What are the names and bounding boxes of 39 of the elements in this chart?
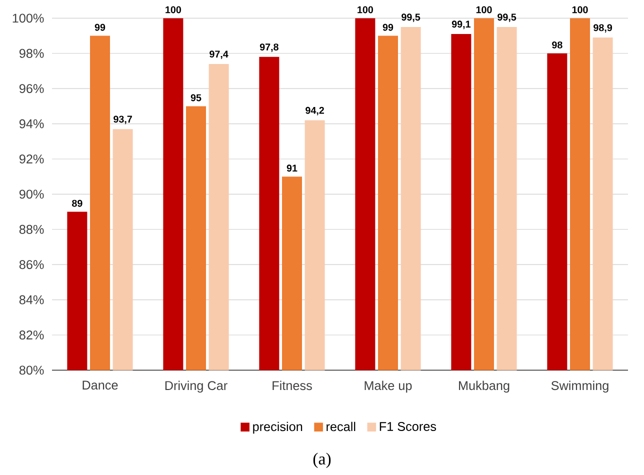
y-tick-label: 92%	[20, 154, 44, 164]
data-label: 100	[358, 6, 373, 14]
legend-label: recall	[326, 422, 356, 432]
y-tick-label: 86%	[19, 260, 44, 270]
data-label: 95	[190, 94, 202, 102]
data-label: 99	[94, 24, 106, 31]
x-tick-label: Fitness	[272, 380, 312, 390]
data-label: 93,7	[114, 116, 132, 124]
text: (a)	[313, 452, 331, 468]
y-tick-label: 88%	[19, 224, 44, 234]
y-tick-label: 80%	[19, 366, 44, 375]
data-label: 98	[552, 41, 562, 48]
data-label: 91	[286, 164, 298, 172]
x-tick-label: Mukbang	[459, 380, 510, 393]
data-label: 99	[382, 24, 394, 31]
x-tick-label: Swimming	[551, 380, 608, 393]
data-label: 100	[476, 6, 492, 14]
data-label: 89	[72, 200, 82, 207]
y-tick-label: 100%	[12, 14, 44, 23]
data-label: 97,4	[210, 50, 228, 59]
legend-label: F1 Scores	[380, 422, 436, 431]
data-label: 100	[166, 6, 181, 14]
data-label: 100	[572, 6, 588, 14]
y-tick-label: 98%	[20, 48, 44, 58]
x-tick-label: Make up	[364, 380, 412, 393]
y-tick-label: 82%	[19, 330, 44, 340]
y-tick-label: 84%	[19, 295, 44, 304]
data-label: 94,2	[306, 106, 324, 116]
data-label: 99,5	[402, 14, 420, 22]
data-label: 97,8	[260, 44, 278, 52]
y-tick-label: 96%	[20, 84, 44, 94]
x-tick-label: Dance	[82, 380, 118, 390]
x-tick-label: Driving Car	[165, 380, 228, 393]
data-label: 99,5	[498, 14, 516, 22]
y-tick-label: 94%	[20, 119, 44, 128]
y-tick-label: 90%	[20, 190, 44, 199]
legend-label: precision	[253, 422, 302, 434]
data-label: 99,1	[452, 20, 470, 30]
data-label: 98,9	[594, 24, 612, 33]
